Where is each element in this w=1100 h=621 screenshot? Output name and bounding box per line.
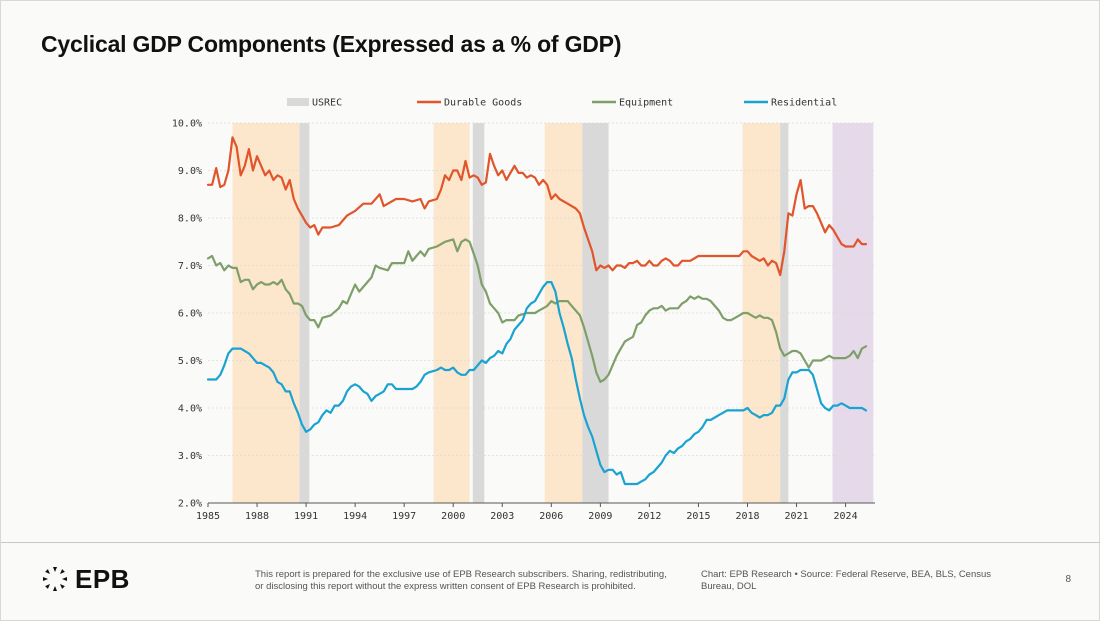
y-tick-label: 3.0%	[178, 451, 202, 462]
y-tick-label: 7.0%	[178, 261, 202, 272]
legend-label: Equipment	[619, 98, 673, 109]
legend-label: Residential	[771, 98, 837, 109]
page-title: Cyclical GDP Components (Expressed as a …	[41, 31, 622, 57]
x-tick-label: 2024	[834, 511, 858, 522]
series-line-residential	[206, 281, 868, 486]
logo-text: EPB	[75, 563, 130, 594]
epb-logo: EPB	[41, 564, 130, 594]
x-tick-label: 2015	[686, 511, 710, 522]
y-tick-label: 5.0%	[178, 356, 202, 367]
x-tick-label: 1994	[343, 511, 367, 522]
footer-divider	[1, 542, 1100, 543]
y-tick-label: 6.0%	[178, 309, 202, 320]
orange-band	[433, 123, 470, 503]
legend-item: Durable Goods	[417, 98, 522, 109]
x-tick-label: 2000	[441, 511, 465, 522]
series-line-durable-goods	[206, 136, 868, 277]
x-tick-label: 2018	[735, 511, 759, 522]
y-tick-label: 2.0%	[178, 499, 202, 510]
y-tick-label: 10.0%	[172, 119, 202, 130]
series-line-equipment	[206, 238, 868, 383]
disclaimer-text: This report is prepared for the exclusiv…	[255, 569, 667, 592]
legend-item: Residential	[744, 98, 837, 109]
legend-item: USREC	[287, 98, 342, 109]
x-tick-label: 1988	[245, 511, 269, 522]
x-tick-label: 2021	[784, 511, 808, 522]
legend-swatch	[287, 98, 309, 106]
y-tick-label: 9.0%	[178, 166, 202, 177]
x-tick-label: 2012	[637, 511, 661, 522]
x-tick-label: 1985	[196, 511, 220, 522]
recession-band	[472, 123, 485, 503]
x-tick-label: 2006	[539, 511, 563, 522]
x-tick-label: 1991	[294, 511, 318, 522]
source-text: Chart: EPB Research • Source: Federal Re…	[701, 569, 992, 592]
epb-star-icon	[43, 567, 67, 591]
page-number: 8	[1065, 574, 1071, 585]
gdp-components-chart: 2.0% 3.0% 4.0% 5.0% 6.0% 7.0% 8.0% 9.0% 10.0% 198…	[172, 98, 875, 522]
legend-label: Durable Goods	[444, 98, 522, 109]
y-tick-label: 8.0%	[178, 214, 202, 225]
x-tick-label: 2009	[588, 511, 612, 522]
x-tick-label: 2003	[490, 511, 514, 522]
legend-label: USREC	[312, 98, 342, 109]
legend-item: Equipment	[592, 98, 673, 109]
y-tick-label: 4.0%	[178, 404, 202, 415]
x-tick-label: 1997	[392, 511, 416, 522]
